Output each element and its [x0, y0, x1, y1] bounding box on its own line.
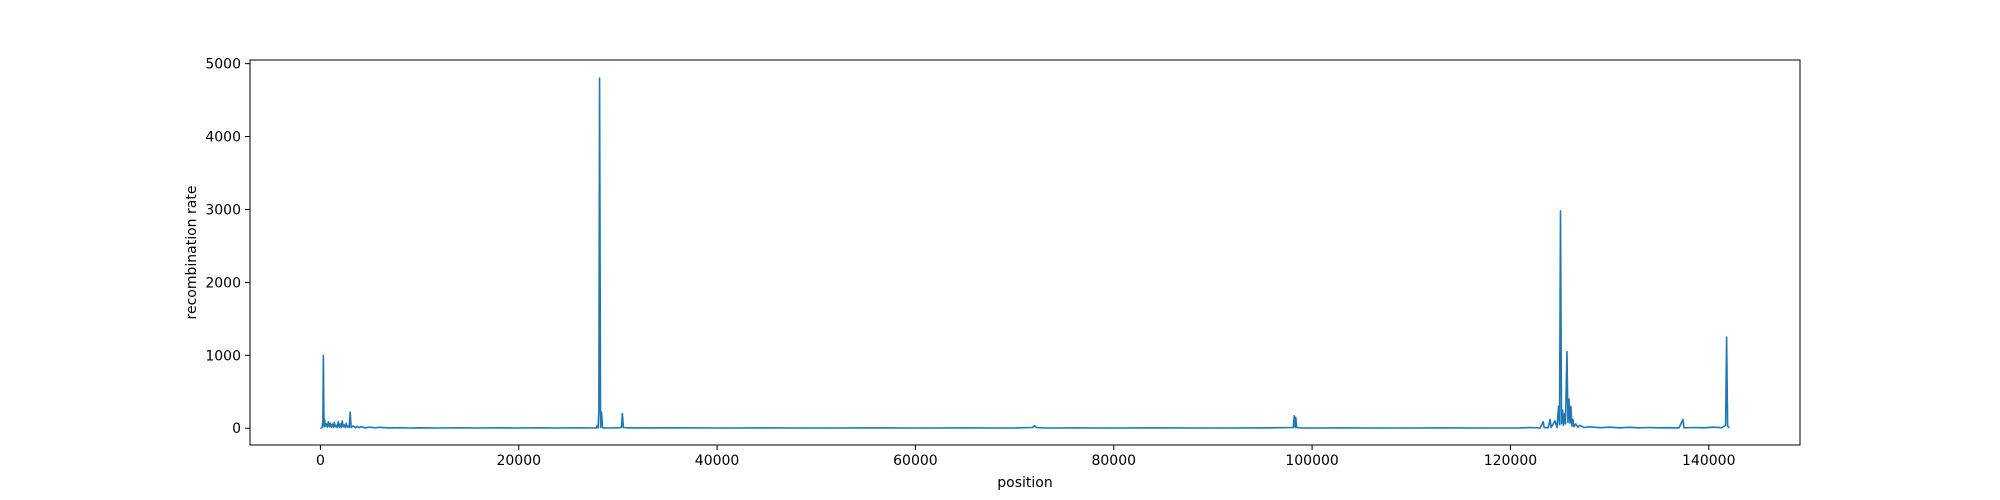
y-tick-label: 2000 [205, 275, 241, 291]
y-axis-title: recombination rate [184, 186, 200, 320]
x-tick-label: 140000 [1682, 453, 1735, 469]
series-layer [320, 77, 1730, 430]
x-tick-label: 60000 [893, 453, 938, 469]
axis-ticks: 0 20000 40000 60000 80000 100000 120000 140000 0… [205, 57, 1735, 469]
x-axis-title: position [997, 475, 1052, 491]
x-tick-label: 0 [316, 453, 325, 469]
x-tick-label: 40000 [695, 453, 740, 469]
y-tick-label: 1000 [205, 348, 241, 364]
plot-frame [249, 59, 1801, 446]
x-tick-label: 80000 [1091, 453, 1136, 469]
x-tick-label: 120000 [1484, 453, 1537, 469]
y-tick-label: 3000 [205, 202, 241, 218]
y-tick-label: 0 [232, 421, 241, 437]
y-tick-label: 4000 [205, 130, 241, 146]
x-tick-label: 20000 [496, 453, 541, 469]
series-line [320, 77, 1730, 430]
y-tick-label: 5000 [205, 57, 241, 73]
x-tick-label: 100000 [1285, 453, 1338, 469]
